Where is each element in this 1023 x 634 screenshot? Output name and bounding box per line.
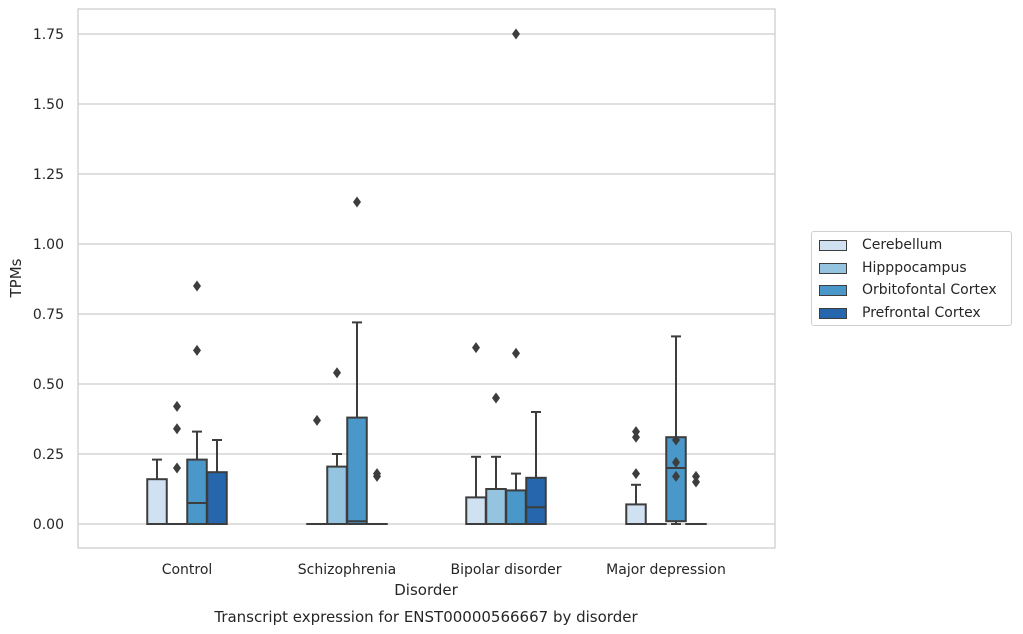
outlier-point <box>193 280 201 292</box>
outlier-point <box>692 470 700 482</box>
box-2-3 <box>525 411 547 525</box>
outlier-point <box>512 28 520 40</box>
legend-swatch <box>819 307 847 319</box>
legend-item-orbitofrontal-cortex: Orbitofontal Cortex <box>819 280 997 300</box>
legend-label: Cerebellum <box>862 237 943 253</box>
box-1-2 <box>346 196 368 526</box>
box-1-1 <box>326 367 348 526</box>
outlier-point <box>672 434 680 446</box>
legend: Cerebellum Hipppocampus Orbitofontal Cor… <box>811 231 1012 326</box>
legend-item-cerebellum: Cerebellum <box>819 235 942 255</box>
box-body <box>206 471 228 526</box>
y-tick-label: 1.25 <box>33 167 64 183</box>
box-0-2 <box>186 280 208 526</box>
outlier-point <box>313 414 321 426</box>
box-body <box>146 478 168 526</box>
outlier-point <box>692 476 700 488</box>
x-tick-label: Major depression <box>606 562 726 578</box>
boxes <box>146 28 707 526</box>
box-2-2 <box>505 28 527 525</box>
outlier-point <box>632 468 640 480</box>
box-body <box>525 476 547 525</box>
grid-lines <box>78 33 775 525</box>
box-2-0 <box>465 342 487 525</box>
box-1-3 <box>366 468 388 526</box>
box-0-3 <box>206 439 228 526</box>
outlier-point <box>193 344 201 356</box>
box-1-0 <box>306 414 328 526</box>
box-body <box>186 458 208 526</box>
box-body <box>625 503 647 525</box>
outlier-point <box>353 196 361 208</box>
y-tick-label: 0.50 <box>33 377 64 393</box>
legend-label: Hipppocampus <box>862 260 967 276</box>
y-tick-labels: 0.00 0.25 0.50 0.75 1.00 1.25 1.50 1.75 <box>33 27 64 533</box>
y-tick-label: 0.00 <box>33 517 64 533</box>
box-body <box>485 488 507 525</box>
box-body <box>346 416 368 526</box>
x-axis-label: Disorder <box>394 581 458 599</box>
y-tick-label: 1.75 <box>33 27 64 43</box>
box-3-2 <box>665 335 687 525</box>
outlier-point <box>672 470 680 482</box>
y-tick-label: 0.75 <box>33 307 64 323</box>
y-axis-label: TPMs <box>7 258 25 298</box>
legend-item-prefrontal-cortex: Prefrontal Cortex <box>819 303 981 323</box>
outlier-point <box>173 462 181 474</box>
y-tick-label: 0.25 <box>33 447 64 463</box>
outlier-point <box>632 431 640 443</box>
outlier-point <box>173 423 181 435</box>
x-tick-labels: Control Schizophrenia Bipolar disorder Majo… <box>162 562 726 578</box>
legend-label: Orbitofontal Cortex <box>862 282 997 298</box>
plot-frame <box>77 8 776 549</box>
x-tick-label: Control <box>162 562 213 578</box>
legend-swatch <box>819 284 847 296</box>
outlier-point <box>333 367 341 379</box>
y-tick-label: 1.50 <box>33 97 64 113</box>
legend-label: Prefrontal Cortex <box>862 305 981 321</box>
box-body <box>326 465 348 526</box>
box-3-0 <box>625 426 647 525</box>
legend-swatch <box>819 262 847 274</box>
outlier-point <box>512 347 520 359</box>
box-body <box>505 489 527 525</box>
legend-swatch <box>819 239 847 251</box>
outlier-point <box>672 456 680 468</box>
outlier-point <box>173 400 181 412</box>
y-tick-label: 1.00 <box>33 237 64 253</box>
box-body <box>465 496 487 525</box>
chart-title: Transcript expression for ENST0000056666… <box>213 608 638 626</box>
box-2-1 <box>485 392 507 525</box>
box-0-0 <box>146 458 168 526</box>
outlier-point <box>472 342 480 354</box>
box-0-1 <box>166 400 188 526</box>
x-tick-label: Schizophrenia <box>298 562 396 578</box>
outlier-point <box>373 468 381 480</box>
box-3-3 <box>685 470 707 526</box>
x-tick-label: Bipolar disorder <box>450 562 561 578</box>
outlier-point <box>492 392 500 404</box>
outlier-point <box>632 426 640 438</box>
legend-item-hippocampus: Hipppocampus <box>819 258 967 278</box>
